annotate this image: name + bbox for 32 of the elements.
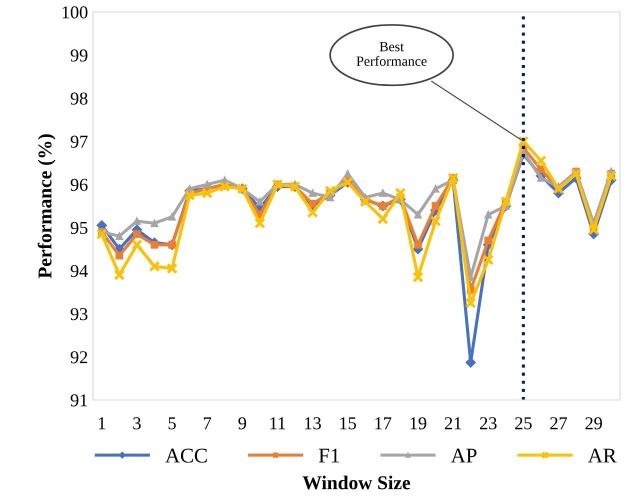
- y-tick-label: 91: [70, 394, 88, 406]
- y-tick-label: 93: [70, 308, 88, 320]
- y-tick-label: 95: [70, 222, 88, 234]
- y-tick-label: 99: [70, 49, 88, 62]
- x-tick-label: 25: [515, 417, 532, 430]
- y-tick-label: 92: [70, 351, 88, 364]
- y-tick-label: 98: [70, 92, 88, 105]
- x-tick-label: 3: [133, 417, 141, 430]
- x-tick-label: 23: [480, 417, 497, 430]
- x-tick-label: 15: [340, 417, 356, 430]
- legend-label: F1: [318, 448, 340, 462]
- x-tick-label: 29: [585, 417, 602, 430]
- x-tick-label: 17: [375, 417, 392, 430]
- y-tick-label: 100: [62, 6, 88, 18]
- x-tick-label: 21: [444, 417, 462, 430]
- x-tick-label: 11: [270, 417, 286, 430]
- x-tick-label: 9: [238, 417, 246, 430]
- legend-label: ACC: [165, 448, 207, 463]
- x-tick-label: 1: [98, 417, 106, 430]
- x-tick-label: 7: [204, 417, 212, 430]
- x-tick-label: 13: [305, 417, 321, 430]
- x-tick-label: 19: [410, 417, 426, 430]
- legend-label: AR: [588, 448, 617, 462]
- y-axis-title: Performance (%): [38, 134, 56, 278]
- x-tick-label: 27: [550, 417, 568, 430]
- annotation: Best Performance: [356, 42, 427, 66]
- y-tick-label: 96: [70, 178, 88, 191]
- x-tick-label: 5: [168, 417, 176, 430]
- y-tick-label: 94: [70, 264, 88, 278]
- legend-label: AP: [450, 448, 477, 462]
- y-tick-label: 97: [70, 136, 88, 148]
- x-axis-title: Window Size: [302, 476, 410, 490]
